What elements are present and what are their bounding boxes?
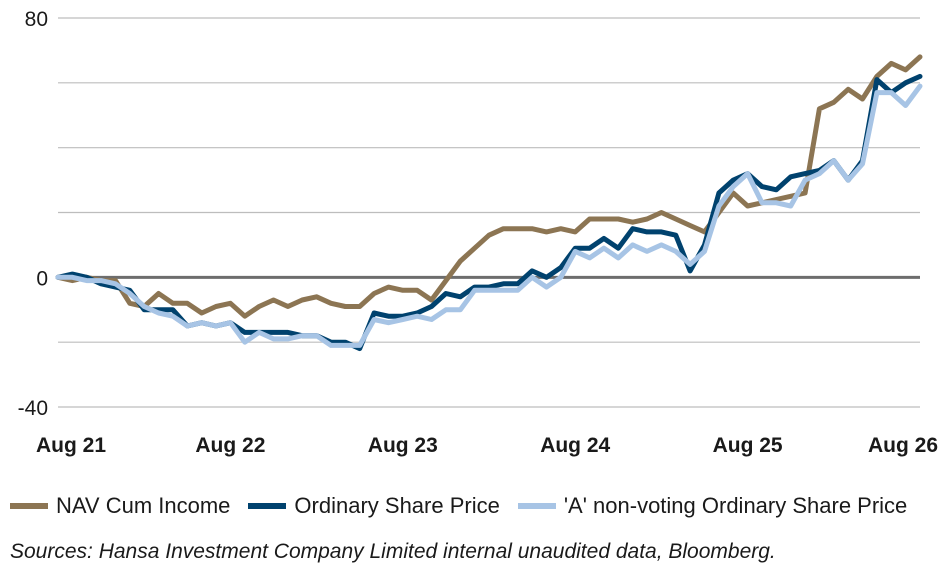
legend-label-a-share: 'A' non-voting Ordinary Share Price bbox=[563, 493, 908, 518]
legend-label-ordinary: Ordinary Share Price bbox=[294, 493, 500, 518]
y-axis-ticks: 80 0 -40 bbox=[18, 8, 48, 420]
x-axis-ticks: Aug 21 Aug 22 Aug 23 Aug 24 Aug 25 Aug 26 bbox=[36, 434, 938, 457]
gridlines bbox=[58, 17, 920, 408]
x-tick-label: Aug 25 bbox=[713, 434, 783, 457]
legend-item-a-share: 'A' non-voting Ordinary Share Price bbox=[517, 493, 908, 519]
x-tick-label: Aug 24 bbox=[540, 434, 610, 457]
series-lines bbox=[55, 54, 923, 352]
x-tick-label: Aug 22 bbox=[195, 434, 265, 457]
legend-swatch-ordinary bbox=[248, 503, 287, 509]
legend-label-nav: NAV Cum Income bbox=[56, 493, 231, 518]
series-line-2 bbox=[55, 83, 923, 348]
x-tick-label: Aug 21 bbox=[36, 434, 106, 457]
source-note: Sources: Hansa Investment Company Limite… bbox=[10, 540, 776, 563]
legend-item-ordinary: Ordinary Share Price bbox=[248, 493, 500, 519]
legend-item-nav: NAV Cum Income bbox=[10, 493, 230, 519]
x-tick-label: Aug 23 bbox=[368, 434, 438, 457]
legend-swatch-a-share bbox=[517, 503, 556, 509]
legend-swatch-nav bbox=[10, 503, 48, 509]
legend: NAV Cum Income Ordinary Share Price 'A' … bbox=[10, 493, 925, 519]
y-tick-label: -40 bbox=[18, 397, 48, 420]
y-tick-label: 0 bbox=[36, 267, 48, 290]
line-chart: 800-40 Aug 21 Aug 22 Aug 23 Aug 24 Aug 25 Aug… bbox=[18, 8, 938, 457]
x-tick-label: Aug 26 bbox=[868, 434, 938, 457]
y-tick-label: 80 bbox=[25, 8, 48, 31]
series-line-0 bbox=[55, 54, 923, 319]
